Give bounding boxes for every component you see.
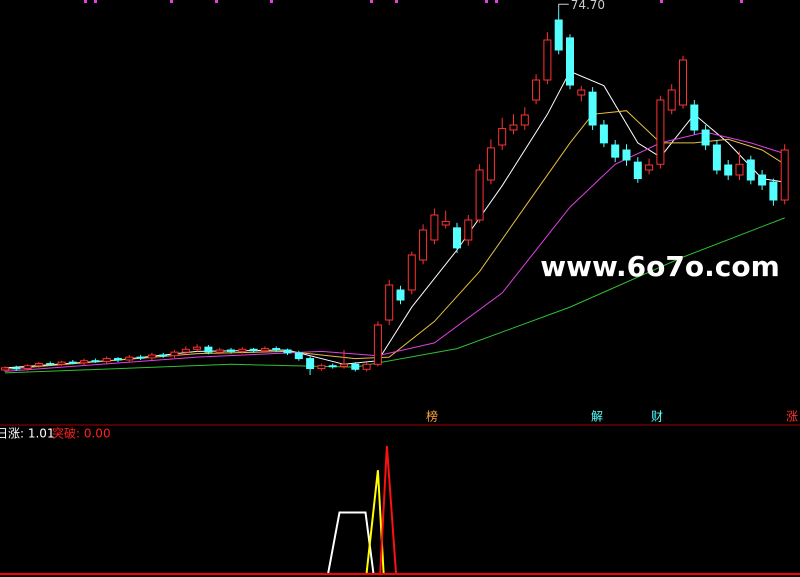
annotation: 涨: [786, 409, 798, 424]
line: [4, 217, 785, 374]
candle-body: [170, 351, 179, 357]
candle-body: [238, 348, 247, 352]
annotation: 榜: [426, 409, 438, 424]
candle-body: [34, 363, 43, 367]
candle-body: [407, 254, 416, 291]
candle-body: [701, 129, 710, 146]
candle-body: [193, 346, 202, 350]
high-label: 74.70: [571, 0, 605, 12]
candle-body: [746, 159, 755, 181]
candle-body: [633, 161, 642, 180]
candle-body: [667, 89, 676, 111]
indicator-legend: 日涨: 1.01: [0, 426, 55, 441]
candle-body: [464, 219, 473, 241]
candle-body: [57, 361, 66, 365]
candle-body: [328, 365, 337, 368]
top-markers: [84, 0, 743, 3]
candle-body: [204, 346, 213, 353]
high-pointer: [558, 3, 569, 10]
candle-body: [283, 349, 292, 354]
candle-body: [577, 89, 586, 96]
candle-body: [181, 348, 190, 353]
candle-body: [498, 128, 507, 146]
candle-body: [475, 169, 484, 221]
candle-body: [622, 149, 631, 161]
candle-body: [566, 37, 574, 86]
candle-body: [340, 363, 348, 367]
candle-body: [520, 114, 529, 126]
candle-body: [1, 367, 9, 371]
candle-body: [272, 348, 281, 351]
candle-body: [554, 19, 563, 51]
candle-body: [215, 349, 224, 353]
candle-body: [136, 356, 145, 359]
candle-body: [430, 214, 439, 241]
candle-body: [588, 91, 597, 126]
candle-body: [102, 358, 111, 362]
candle-body: [690, 104, 699, 131]
candle-body: [114, 358, 122, 361]
indicator-legend: 突破: 0.00: [52, 426, 111, 441]
candle-body: [227, 349, 235, 352]
candle-body: [23, 365, 32, 370]
candle-body: [735, 163, 744, 176]
line: [4, 131, 785, 372]
candle-body: [724, 164, 733, 176]
candle-body: [91, 360, 100, 363]
candle-body: [543, 39, 552, 81]
candle-body: [68, 361, 77, 364]
candle-body: [679, 59, 687, 106]
candle-body: [12, 367, 21, 370]
candle-body: [125, 356, 134, 361]
candle-body: [373, 324, 382, 365]
line: [4, 70, 785, 369]
candle-body: [441, 220, 450, 226]
candle-body: [769, 181, 778, 201]
candle-body: [159, 354, 168, 357]
candle-body: [758, 174, 767, 186]
watermark: www.6o7o.com: [540, 250, 780, 283]
candle-body: [362, 363, 371, 370]
candle-body: [306, 358, 315, 370]
line: [379, 445, 397, 574]
candle-body: [599, 124, 608, 144]
candle-body: [294, 352, 303, 360]
candle-body: [80, 360, 89, 364]
candle-body: [260, 348, 269, 352]
annotation: 解: [591, 410, 603, 424]
candle-body: [486, 147, 495, 181]
candle-body: [46, 363, 55, 366]
candle-body: [712, 144, 721, 171]
candle-body: [317, 365, 326, 370]
line: [4, 110, 785, 370]
candle-body: [419, 229, 428, 261]
candle-body: [509, 124, 518, 131]
candle-body: [656, 99, 665, 165]
candle-body: [351, 363, 360, 370]
candle-body: [249, 348, 258, 352]
candle-body: [780, 149, 789, 201]
annotation: 财: [651, 410, 663, 424]
candle-body: [396, 289, 405, 301]
candle-body: [532, 79, 541, 101]
candle-body: [645, 164, 654, 171]
candle-body: [147, 354, 156, 359]
candle-body: [611, 144, 620, 158]
candle-body: [385, 284, 394, 321]
candle-body: [453, 227, 461, 249]
